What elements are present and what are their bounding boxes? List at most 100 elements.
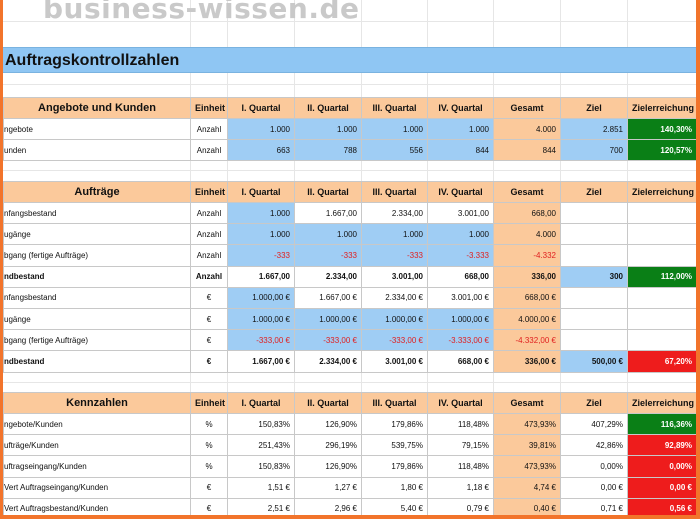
row-label[interactable]: Vert Auftragseingang/Kunden <box>3 476 191 499</box>
goal-value[interactable]: 0,71 € <box>560 497 628 515</box>
unit-cell[interactable]: Anzahl <box>190 223 228 246</box>
quarter-value[interactable]: 1.000,00 € <box>227 307 295 331</box>
row-label[interactable]: Vert Auftragsbestand/Kunden <box>3 497 191 515</box>
row-label[interactable]: ugänge <box>3 307 191 331</box>
total-value[interactable]: 4.000,00 € <box>493 307 561 331</box>
quarter-value[interactable]: 1,51 € <box>227 476 295 499</box>
quarter-value[interactable]: 1.667,00 € <box>294 286 362 309</box>
quarter-value[interactable]: 668,00 € <box>427 350 494 373</box>
achievement-value[interactable] <box>627 286 696 309</box>
quarter-value[interactable]: 1,18 € <box>427 476 494 499</box>
achievement-value[interactable]: 92,89% <box>627 434 696 457</box>
quarter-value[interactable]: 1.000 <box>361 117 428 141</box>
row-label[interactable]: ugänge <box>3 223 191 246</box>
total-value[interactable]: 473,93% <box>493 455 561 478</box>
quarter-value[interactable]: 2.334,00 <box>294 265 362 288</box>
goal-value[interactable]: 0,00 € <box>560 476 628 499</box>
quarter-value[interactable]: 2,96 € <box>294 497 362 515</box>
achievement-value[interactable]: 0,00% <box>627 455 696 478</box>
quarter-value[interactable]: 788 <box>294 139 362 162</box>
quarter-value[interactable]: -333 <box>227 244 295 267</box>
quarter-value[interactable]: 3.001,00 <box>427 201 494 225</box>
quarter-value[interactable]: 2.334,00 € <box>294 350 362 373</box>
total-value[interactable]: 336,00 <box>493 265 561 288</box>
quarter-value[interactable]: 2,51 € <box>227 497 295 515</box>
quarter-value[interactable]: 3.001,00 € <box>361 350 428 373</box>
quarter-value[interactable]: 118,48% <box>427 455 494 478</box>
spreadsheet[interactable]: business-wissen.de Auftragskontrollzahle… <box>3 0 696 515</box>
total-value[interactable]: 473,93% <box>493 412 561 436</box>
achievement-value[interactable]: 116,36% <box>627 412 696 436</box>
unit-cell[interactable]: Anzahl <box>190 139 228 162</box>
goal-value[interactable]: 407,29% <box>560 412 628 436</box>
achievement-value[interactable]: 140,30% <box>627 117 696 141</box>
quarter-value[interactable]: 556 <box>361 139 428 162</box>
row-label[interactable]: ngebote/Kunden <box>3 412 191 436</box>
quarter-value[interactable]: 126,90% <box>294 455 362 478</box>
goal-value[interactable]: 300 <box>560 265 628 288</box>
row-label[interactable]: ufträge/Kunden <box>3 434 191 457</box>
quarter-value[interactable]: 1.000 <box>294 117 362 141</box>
quarter-value[interactable]: 539,75% <box>361 434 428 457</box>
goal-value[interactable] <box>560 286 628 309</box>
quarter-value[interactable]: 0,79 € <box>427 497 494 515</box>
quarter-value[interactable]: 1.000,00 € <box>361 307 428 331</box>
achievement-value[interactable] <box>627 329 696 352</box>
goal-value[interactable] <box>560 307 628 331</box>
row-label[interactable]: bgang (fertige Aufträge) <box>3 244 191 267</box>
total-value[interactable]: -4.332 <box>493 244 561 267</box>
quarter-value[interactable]: 296,19% <box>294 434 362 457</box>
quarter-value[interactable]: 118,48% <box>427 412 494 436</box>
quarter-value[interactable]: 844 <box>427 139 494 162</box>
quarter-value[interactable]: 1.000 <box>227 117 295 141</box>
achievement-value[interactable] <box>627 201 696 225</box>
quarter-value[interactable]: 1.000,00 € <box>227 286 295 309</box>
total-value[interactable]: 4.000 <box>493 223 561 246</box>
quarter-value[interactable]: 3.001,00 € <box>427 286 494 309</box>
unit-cell[interactable]: € <box>190 307 228 331</box>
unit-cell[interactable]: % <box>190 434 228 457</box>
unit-cell[interactable]: € <box>190 497 228 515</box>
total-value[interactable]: 668,00 <box>493 201 561 225</box>
unit-cell[interactable]: Anzahl <box>190 244 228 267</box>
quarter-value[interactable]: 1.667,00 <box>227 265 295 288</box>
quarter-value[interactable]: 1.000 <box>294 223 362 246</box>
achievement-value[interactable] <box>627 307 696 331</box>
total-value[interactable]: 39,81% <box>493 434 561 457</box>
quarter-value[interactable]: 1.000 <box>227 201 295 225</box>
quarter-value[interactable]: 1.000,00 € <box>294 307 362 331</box>
achievement-value[interactable]: 0,00 € <box>627 476 696 499</box>
quarter-value[interactable]: 1.000,00 € <box>427 307 494 331</box>
quarter-value[interactable]: 663 <box>227 139 295 162</box>
quarter-value[interactable]: 1.000 <box>227 223 295 246</box>
total-value[interactable]: 844 <box>493 139 561 162</box>
achievement-value[interactable]: 120,57% <box>627 139 696 162</box>
quarter-value[interactable]: 1.667,00 <box>294 201 362 225</box>
total-value[interactable]: 668,00 € <box>493 286 561 309</box>
quarter-value[interactable]: 1.000 <box>427 223 494 246</box>
quarter-value[interactable]: 179,86% <box>361 455 428 478</box>
achievement-value[interactable]: 112,00% <box>627 265 696 288</box>
total-value[interactable]: 4,74 € <box>493 476 561 499</box>
row-label[interactable]: nfangsbestand <box>3 201 191 225</box>
row-label[interactable]: ndbestand <box>3 350 191 373</box>
total-value[interactable]: 0,40 € <box>493 497 561 515</box>
unit-cell[interactable]: € <box>190 350 228 373</box>
quarter-value[interactable]: 1,27 € <box>294 476 362 499</box>
quarter-value[interactable]: 150,83% <box>227 455 295 478</box>
row-label[interactable]: ndbestand <box>3 265 191 288</box>
quarter-value[interactable]: 5,40 € <box>361 497 428 515</box>
goal-value[interactable] <box>560 329 628 352</box>
quarter-value[interactable]: 150,83% <box>227 412 295 436</box>
goal-value[interactable]: 0,00% <box>560 455 628 478</box>
total-value[interactable]: -4.332,00 € <box>493 329 561 352</box>
row-label[interactable]: uftragseingang/Kunden <box>3 455 191 478</box>
row-label[interactable]: bgang (fertige Aufträge) <box>3 329 191 352</box>
quarter-value[interactable]: 2.334,00 <box>361 201 428 225</box>
unit-cell[interactable]: € <box>190 476 228 499</box>
total-value[interactable]: 4.000 <box>493 117 561 141</box>
unit-cell[interactable]: Anzahl <box>190 265 228 288</box>
achievement-value[interactable] <box>627 223 696 246</box>
row-label[interactable]: nfangsbestand <box>3 286 191 309</box>
quarter-value[interactable]: 1.000 <box>427 117 494 141</box>
